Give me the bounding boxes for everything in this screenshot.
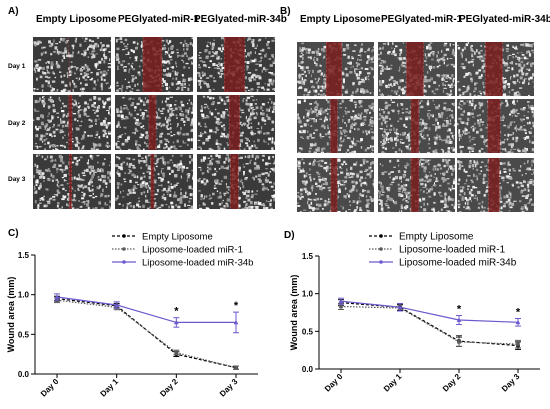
micrograph-A-row3-col2 bbox=[115, 154, 193, 209]
legend-label: Empty Liposome bbox=[399, 232, 474, 243]
micrograph-B-row2-col2 bbox=[378, 99, 455, 153]
legend-marker bbox=[122, 247, 126, 251]
panel-b-column-empty: Empty Liposome bbox=[300, 14, 381, 25]
micrograph-B-row3-col3 bbox=[457, 158, 534, 212]
data-point bbox=[114, 302, 120, 307]
micrograph-A-row2-col3 bbox=[197, 95, 275, 150]
x-tick-label: Day 2 bbox=[441, 372, 463, 394]
micrograph-A-row2-col1 bbox=[33, 95, 111, 150]
y-tick-label: 0.0 bbox=[18, 370, 30, 379]
chart-panel-c: 0.0 0.5 1.0 1.5 Day 0 Day 1 Day 2 Day 3 Wound ar… bbox=[6, 232, 258, 399]
panel-a-column-mir34b: PEGlyated-miR-34b bbox=[194, 14, 287, 25]
micrograph-A-row3-col3 bbox=[197, 154, 275, 209]
series-line-1 bbox=[340, 302, 519, 347]
x-tick-label: Day 3 bbox=[218, 377, 240, 399]
data-point bbox=[339, 304, 343, 309]
micrograph-B-row1-col1 bbox=[297, 42, 374, 96]
x-tick-label: Day 3 bbox=[500, 372, 522, 394]
data-point bbox=[234, 365, 238, 370]
legend-label: Liposome-loaded miR-1 bbox=[399, 245, 506, 256]
y-axis-label: Wound area (mm) bbox=[289, 275, 299, 351]
x-tick-label: Day 2 bbox=[158, 377, 180, 399]
panel-b-label: B) bbox=[280, 6, 291, 17]
y-axis-label: Wound area (mm) bbox=[6, 277, 16, 353]
panel-b-column-mir34b: PEGlyated-miR-34b bbox=[459, 14, 550, 25]
significance-star: * bbox=[174, 306, 179, 318]
y-tick-label: 1.5 bbox=[302, 252, 314, 261]
data-point bbox=[233, 320, 239, 325]
series-line-1 bbox=[56, 298, 237, 369]
micrograph-A-row2-col2 bbox=[115, 95, 193, 150]
data-point bbox=[516, 342, 520, 346]
y-tick-label: 0.5 bbox=[18, 330, 30, 339]
legend-label: Liposome-loaded miR-34b bbox=[142, 258, 253, 269]
panel-b-column-mir1: PEGlyated-miR-1 bbox=[381, 14, 463, 25]
micrograph-A-row1-col2 bbox=[115, 37, 193, 92]
micrograph-B-row1-col2 bbox=[378, 42, 455, 96]
panel-c-label: C) bbox=[8, 228, 19, 239]
series-line-2 bbox=[56, 299, 237, 369]
panel-a-column-mir1: PEGlyated-miR-1 bbox=[118, 14, 200, 25]
legend-label: Liposome-loaded miR-1 bbox=[142, 245, 243, 256]
y-tick-label: 1.0 bbox=[302, 290, 314, 299]
micrograph-A-row3-col1 bbox=[33, 154, 111, 209]
data-point bbox=[515, 319, 521, 325]
significance-star: * bbox=[457, 304, 462, 316]
data-point bbox=[457, 340, 461, 344]
series-line-2 bbox=[340, 305, 519, 345]
significance-star: * bbox=[516, 307, 521, 319]
significance-star: * bbox=[234, 300, 239, 312]
data-point bbox=[54, 294, 60, 299]
data-point bbox=[397, 304, 403, 310]
legend-marker bbox=[122, 234, 126, 238]
panel-a-column-empty: Empty Liposome bbox=[36, 14, 117, 25]
panel-a-label: A) bbox=[8, 6, 19, 17]
data-point bbox=[173, 320, 179, 325]
data-point bbox=[456, 317, 462, 322]
micrograph-A-row1-col1 bbox=[33, 37, 111, 92]
chart-panel-d: 0.0 0.5 1.0 1.5 Day 0 Day 1 Day 2 Day 3 Wound ar… bbox=[289, 232, 540, 394]
micrograph-B-row2-col3 bbox=[457, 99, 534, 153]
micrograph-B-row3-col2 bbox=[378, 158, 455, 212]
x-tick-label: Day 1 bbox=[99, 377, 121, 399]
x-tick-label: Day 0 bbox=[323, 372, 345, 394]
legend-marker bbox=[379, 234, 383, 238]
legend-label: Liposome-loaded miR-34b bbox=[399, 258, 517, 269]
legend-label: Empty Liposome bbox=[142, 232, 213, 243]
y-tick-label: 0.0 bbox=[302, 365, 314, 374]
series-line-3 bbox=[56, 296, 236, 324]
y-tick-label: 1.0 bbox=[18, 291, 30, 300]
x-tick-label: Day 0 bbox=[39, 377, 61, 399]
y-tick-label: 0.5 bbox=[302, 327, 314, 336]
micrograph-B-row3-col1 bbox=[297, 158, 374, 212]
y-tick-label: 1.5 bbox=[18, 251, 30, 260]
panel-d-label: D) bbox=[284, 230, 295, 241]
panel-a-row-day1: Day 1 bbox=[8, 63, 26, 70]
legend-marker bbox=[379, 260, 383, 264]
legend-marker bbox=[379, 247, 383, 251]
data-point bbox=[338, 298, 344, 303]
micrograph-B-row2-col1 bbox=[297, 99, 374, 153]
x-tick-label: Day 1 bbox=[382, 372, 404, 394]
micrograph-A-row1-col3 bbox=[197, 37, 275, 92]
data-point bbox=[174, 350, 179, 355]
panel-a-row-day2: Day 2 bbox=[8, 120, 26, 127]
series-line-3 bbox=[340, 300, 519, 323]
legend-marker bbox=[122, 260, 126, 264]
panel-a-row-day3: Day 3 bbox=[8, 176, 26, 183]
micrograph-B-row1-col3 bbox=[457, 42, 534, 96]
